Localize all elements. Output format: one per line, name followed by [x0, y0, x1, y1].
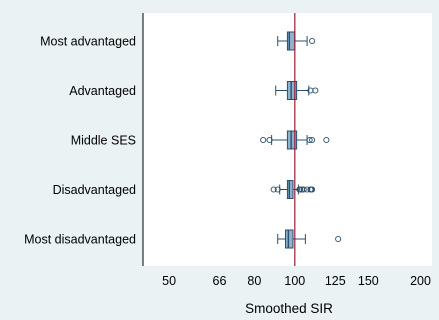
- category-label: Advantaged: [69, 84, 136, 98]
- outlier-point: [323, 136, 330, 144]
- outlier-point: [312, 87, 319, 94]
- category-labels: Most advantaged Advantaged Middle SES Disad…: [24, 35, 136, 247]
- outlier-point: [270, 186, 277, 193]
- box-group: [275, 81, 319, 100]
- boxes-layer: [260, 31, 342, 249]
- x-tick-labels: 50 66 80 100 125 150 200: [162, 274, 431, 288]
- category-label: Middle SES: [71, 134, 136, 148]
- x-tick-label: 80: [247, 274, 261, 288]
- x-tick-label: 100: [284, 274, 305, 288]
- outlier-point: [297, 186, 304, 193]
- box-group: [260, 130, 330, 150]
- category-label: Most advantaged: [40, 35, 136, 49]
- outlier-point: [300, 186, 307, 193]
- iqr-box: [285, 229, 294, 249]
- iqr-box: [286, 31, 296, 51]
- x-tick-label: 150: [358, 274, 379, 288]
- outlier-point: [335, 235, 342, 243]
- outlier-point: [309, 136, 316, 144]
- box-group: [277, 229, 342, 249]
- box-group: [277, 31, 316, 51]
- x-tick-label: 125: [325, 274, 346, 288]
- category-label: Most disadvantaged: [24, 233, 136, 247]
- outlier-point: [309, 37, 316, 45]
- x-tick-label: 50: [162, 274, 176, 288]
- iqr-box: [286, 180, 294, 199]
- x-tick-label: 200: [410, 274, 431, 288]
- category-label: Disadvantaged: [53, 183, 136, 197]
- outlier-point: [266, 136, 273, 144]
- iqr-box: [286, 81, 298, 100]
- iqr-box: [286, 130, 298, 150]
- x-tick-label: 66: [213, 274, 227, 288]
- outlier-point: [306, 136, 313, 144]
- box-group: [270, 180, 316, 199]
- outlier-point: [260, 136, 267, 144]
- outlier-point: [274, 186, 281, 193]
- x-axis-title: Smoothed SIR: [245, 301, 333, 316]
- outlier-point: [309, 186, 316, 193]
